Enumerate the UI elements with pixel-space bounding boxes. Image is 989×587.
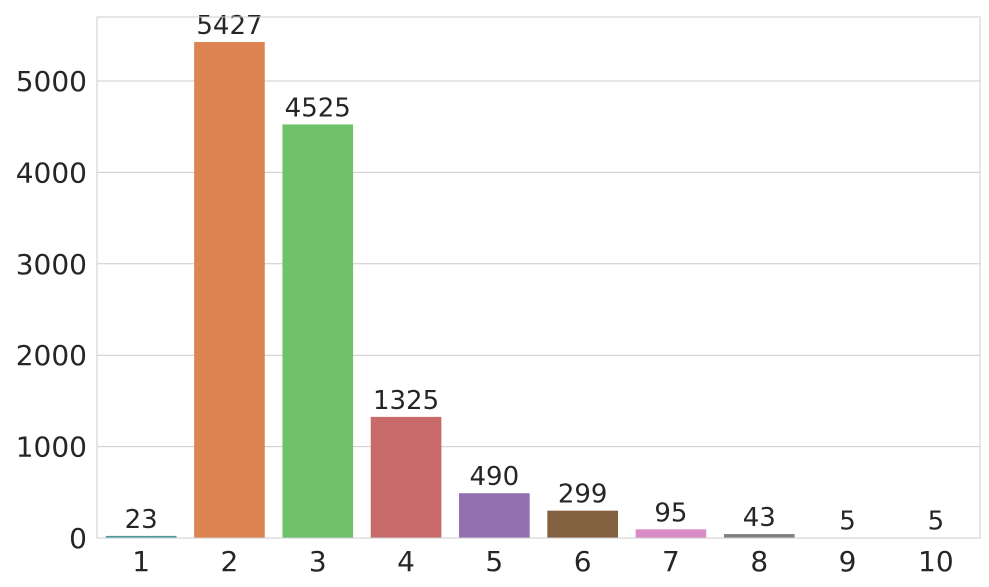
x-tick-label: 1 [132,545,150,578]
bar-7 [635,529,707,538]
y-tick-label: 4000 [16,156,87,189]
x-tick-label: 10 [918,545,954,578]
data-label-3: 4525 [285,93,351,123]
data-label-9: 5 [839,507,856,537]
x-tick-label: 5 [485,545,503,578]
bar-3 [282,124,354,539]
data-label-6: 299 [558,480,608,510]
data-label-1: 23 [125,505,158,535]
x-tick-label: 3 [309,545,327,578]
y-tick-label: 2000 [16,339,87,372]
data-label-8: 43 [743,503,776,533]
y-tick-label: 3000 [16,248,87,281]
bar-2 [194,41,265,539]
y-axis-ticks: 0 1000 2000 3000 4000 5000 [16,65,87,555]
x-tick-label: 6 [574,545,592,578]
y-tick-label: 1000 [16,431,87,464]
x-tick-label: 2 [221,545,239,578]
bar-6 [547,510,618,538]
bar-5 [459,493,530,538]
y-tick-label: 0 [69,522,87,555]
x-tick-label: 7 [662,545,680,578]
bar-1 [105,535,177,538]
data-label-2: 5427 [196,11,262,41]
bar-4 [370,416,442,538]
data-label-5: 490 [470,462,520,492]
x-tick-label: 9 [839,545,857,578]
plot-frame [96,16,981,539]
data-label-4: 1325 [373,386,439,416]
x-axis-ticks: 1 2 3 4 5 6 7 8 9 10 [132,545,953,578]
bars [105,41,972,539]
x-tick-label: 8 [750,545,768,578]
x-tick-label: 4 [397,545,415,578]
data-label-10: 5 [928,507,945,537]
bar-8 [723,534,795,538]
data-label-7: 95 [654,498,687,528]
y-tick-label: 5000 [16,65,87,98]
data-labels: 23 5427 4525 1325 490 299 95 43 5 5 [125,11,945,537]
